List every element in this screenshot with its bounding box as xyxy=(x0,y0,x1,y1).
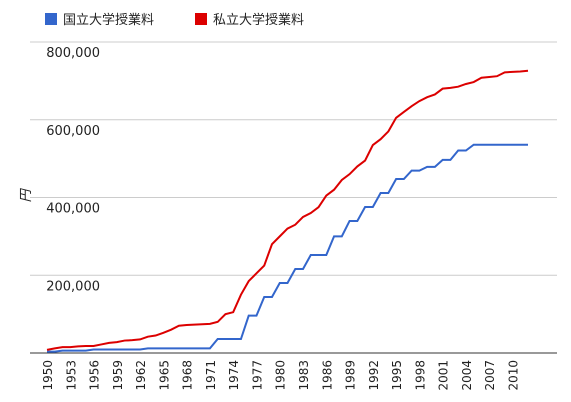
series-line xyxy=(47,143,528,353)
x-tick-label: 1950 xyxy=(41,360,55,391)
y-tick-label: 200,000 xyxy=(46,279,100,294)
y-tick-label: 600,000 xyxy=(46,124,100,139)
x-tick-label: 1995 xyxy=(390,360,404,391)
legend-swatch xyxy=(45,13,57,25)
x-tick-label: 2001 xyxy=(437,360,451,391)
x-tick-label: 1971 xyxy=(204,360,218,391)
x-tick-label: 1962 xyxy=(134,360,148,391)
x-tick-label: 1959 xyxy=(111,360,125,391)
legend-swatch xyxy=(195,13,207,25)
x-tick-label: 1992 xyxy=(367,360,381,391)
x-tick-label: 1989 xyxy=(344,360,358,391)
x-tick-label: 1974 xyxy=(227,360,241,391)
x-tick-label: 1998 xyxy=(413,360,427,391)
series-line xyxy=(46,69,529,351)
y-tick-label: 400,000 xyxy=(46,202,100,217)
legend-label: 私立大学授業料 xyxy=(213,12,304,28)
x-tick-label: 1965 xyxy=(157,360,171,391)
x-tick-label: 1977 xyxy=(250,360,264,391)
y-tick-label: 800,000 xyxy=(46,46,100,61)
x-tick-label: 2007 xyxy=(483,360,497,391)
x-tick-label: 1956 xyxy=(88,360,102,391)
x-tick-label: 1953 xyxy=(64,360,78,391)
x-tick-label: 1980 xyxy=(274,360,288,391)
x-tick-label: 1983 xyxy=(297,360,311,391)
x-tick-label: 1986 xyxy=(320,360,334,391)
x-tick-label: 2004 xyxy=(460,360,474,391)
x-tick-label: 2010 xyxy=(506,360,520,391)
legend-label: 国立大学授業料 xyxy=(63,12,154,28)
x-tick-label: 1968 xyxy=(181,360,195,391)
y-axis-title: 円 xyxy=(19,188,34,203)
